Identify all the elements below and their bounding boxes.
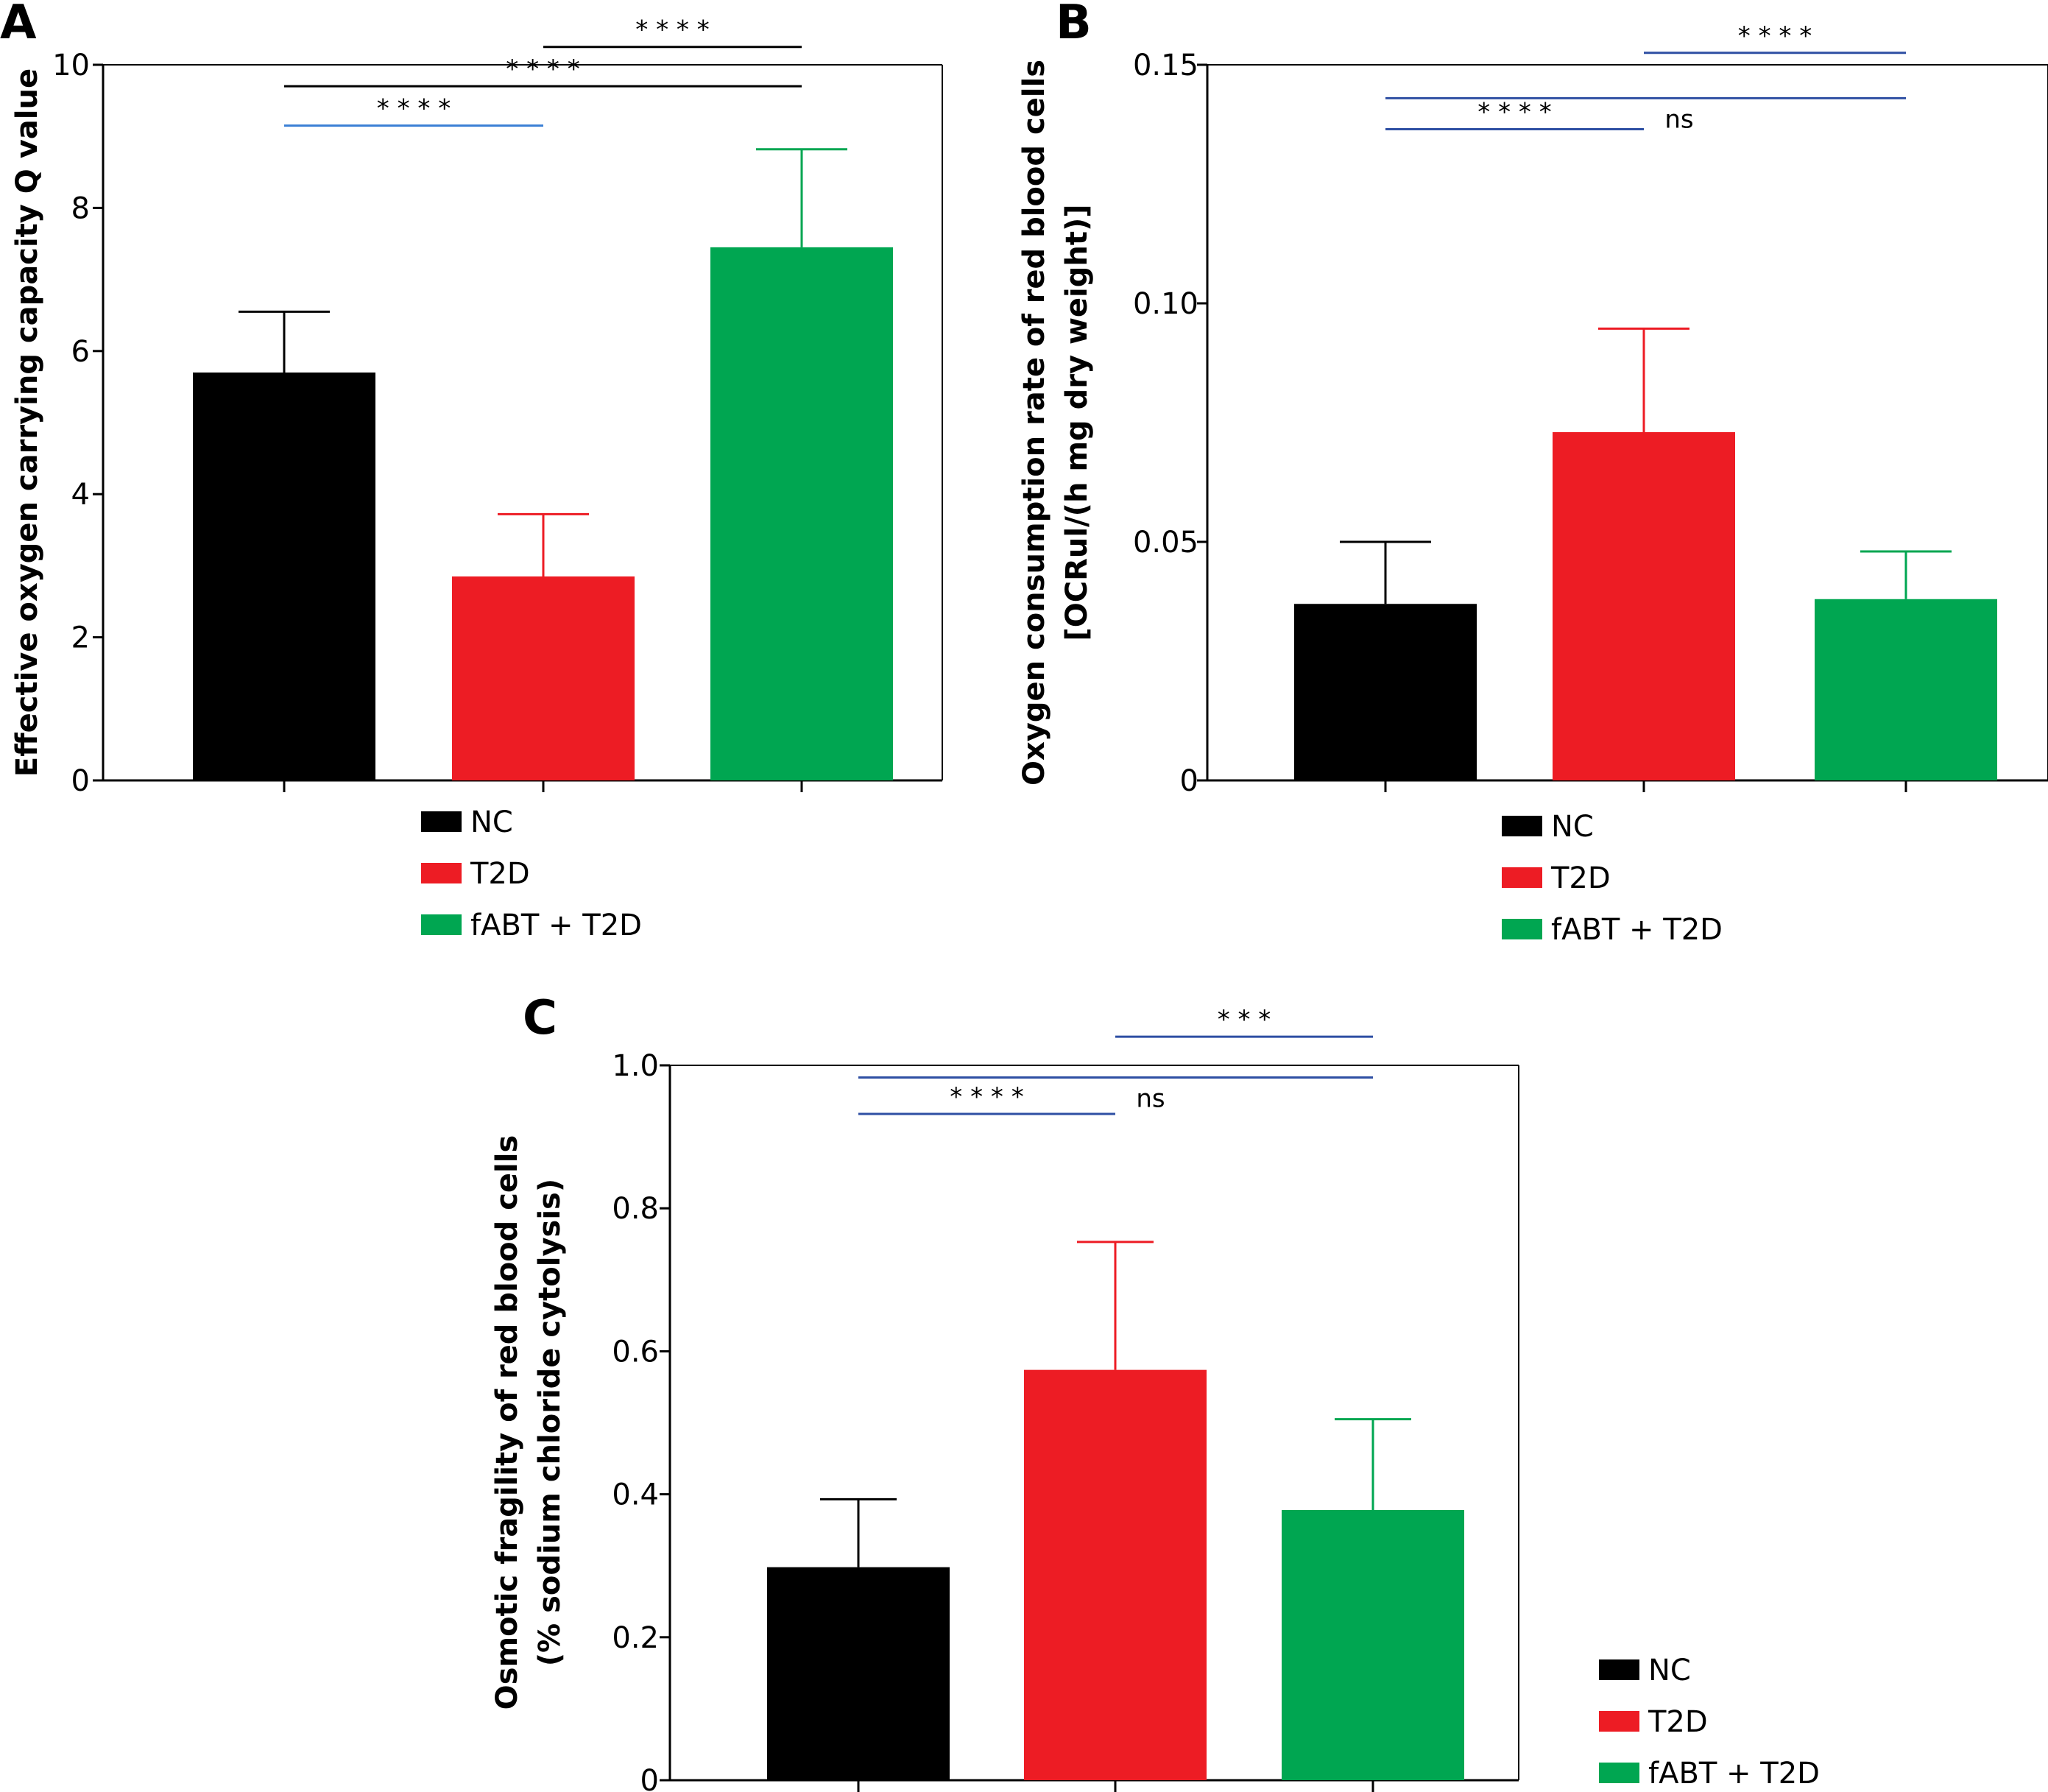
- legend-label-c: NC: [1648, 1654, 1691, 1687]
- legend-label-b: NC: [1551, 810, 1594, 844]
- legend-label-b: T2D: [1550, 861, 1611, 895]
- bar-b-fabt-t2d: [1815, 599, 1997, 780]
- significance-label-b: * * * *: [1477, 97, 1551, 127]
- bar-a-nc: [193, 372, 375, 781]
- legend-label-a: T2D: [470, 857, 530, 891]
- panel-letter-b: B: [1056, 0, 1092, 50]
- legend-label-c: fABT + T2D: [1648, 1757, 1820, 1791]
- legend-label-a: fABT + T2D: [470, 909, 642, 942]
- bar-a-fabt-t2d: [710, 247, 893, 780]
- legend-label-b: fABT + T2D: [1551, 913, 1723, 947]
- significance-label-b: ns: [1664, 105, 1693, 134]
- legend-swatch-a: [421, 863, 462, 883]
- y-tick-label-c: 0.2: [612, 1621, 659, 1655]
- y-axis-label-c: Osmotic fragility of red blood cells: [490, 1135, 524, 1710]
- y-tick-label-c: 0.6: [612, 1335, 659, 1369]
- bar-c-t2d: [1024, 1369, 1207, 1780]
- y-tick-label-b: 0.05: [1133, 526, 1198, 560]
- legend-swatch-a: [421, 811, 462, 832]
- y-tick-label-a: 8: [71, 191, 90, 225]
- panel-letter-a: A: [0, 0, 37, 50]
- significance-label-c: * * *: [1218, 1005, 1271, 1034]
- y-tick-label-a: 10: [52, 49, 90, 82]
- bar-b-t2d: [1553, 431, 1735, 780]
- y-tick-label-b: 0: [1180, 764, 1198, 798]
- y-tick-label-c: 0.8: [612, 1192, 659, 1226]
- y-axis-label-b: Oxygen consumption rate of red blood cel…: [1017, 60, 1051, 786]
- significance-label-a: * * * *: [635, 15, 709, 45]
- y-tick-label-c: 0: [640, 1764, 659, 1792]
- significance-label-c: ns: [1136, 1084, 1165, 1114]
- significance-label-a: * * * *: [377, 94, 451, 124]
- y-axis-label-a: Effective oxygen carrying capacity Q val…: [10, 68, 44, 777]
- y-tick-label-a: 6: [71, 335, 90, 369]
- y-tick-label-a: 0: [71, 764, 90, 798]
- legend-swatch-a: [421, 914, 462, 935]
- panel-letter-c: C: [523, 991, 557, 1045]
- significance-label-a: * * * *: [506, 54, 579, 84]
- legend-swatch-b: [1502, 867, 1542, 888]
- significance-label-c: * * * *: [950, 1082, 1023, 1112]
- legend-swatch-b: [1502, 816, 1542, 836]
- bar-c-nc: [767, 1567, 950, 1780]
- legend-swatch-c: [1599, 1763, 1639, 1783]
- y-tick-label-a: 4: [71, 478, 90, 512]
- legend-label-c: T2D: [1648, 1705, 1708, 1739]
- legend-swatch-b: [1502, 919, 1542, 939]
- y-tick-label-c: 0.4: [612, 1478, 659, 1512]
- bar-b-nc: [1294, 604, 1477, 780]
- y-axis-label-c: (% sodium chloride cytolysis): [533, 1179, 567, 1666]
- legend-swatch-c: [1599, 1711, 1639, 1732]
- bar-c-fabt-t2d: [1282, 1509, 1464, 1780]
- significance-label-b: * * * *: [1738, 21, 1812, 51]
- y-tick-label-b: 0.10: [1133, 287, 1198, 321]
- y-tick-label-c: 1.0: [612, 1049, 659, 1083]
- y-tick-label-a: 2: [71, 621, 90, 655]
- legend-label-a: NC: [470, 805, 513, 839]
- y-tick-label-b: 0.15: [1133, 49, 1198, 82]
- legend-swatch-c: [1599, 1659, 1639, 1680]
- y-axis-label-b: [OCRul/(h mg dry weight)]: [1060, 204, 1094, 641]
- bar-a-t2d: [452, 576, 635, 780]
